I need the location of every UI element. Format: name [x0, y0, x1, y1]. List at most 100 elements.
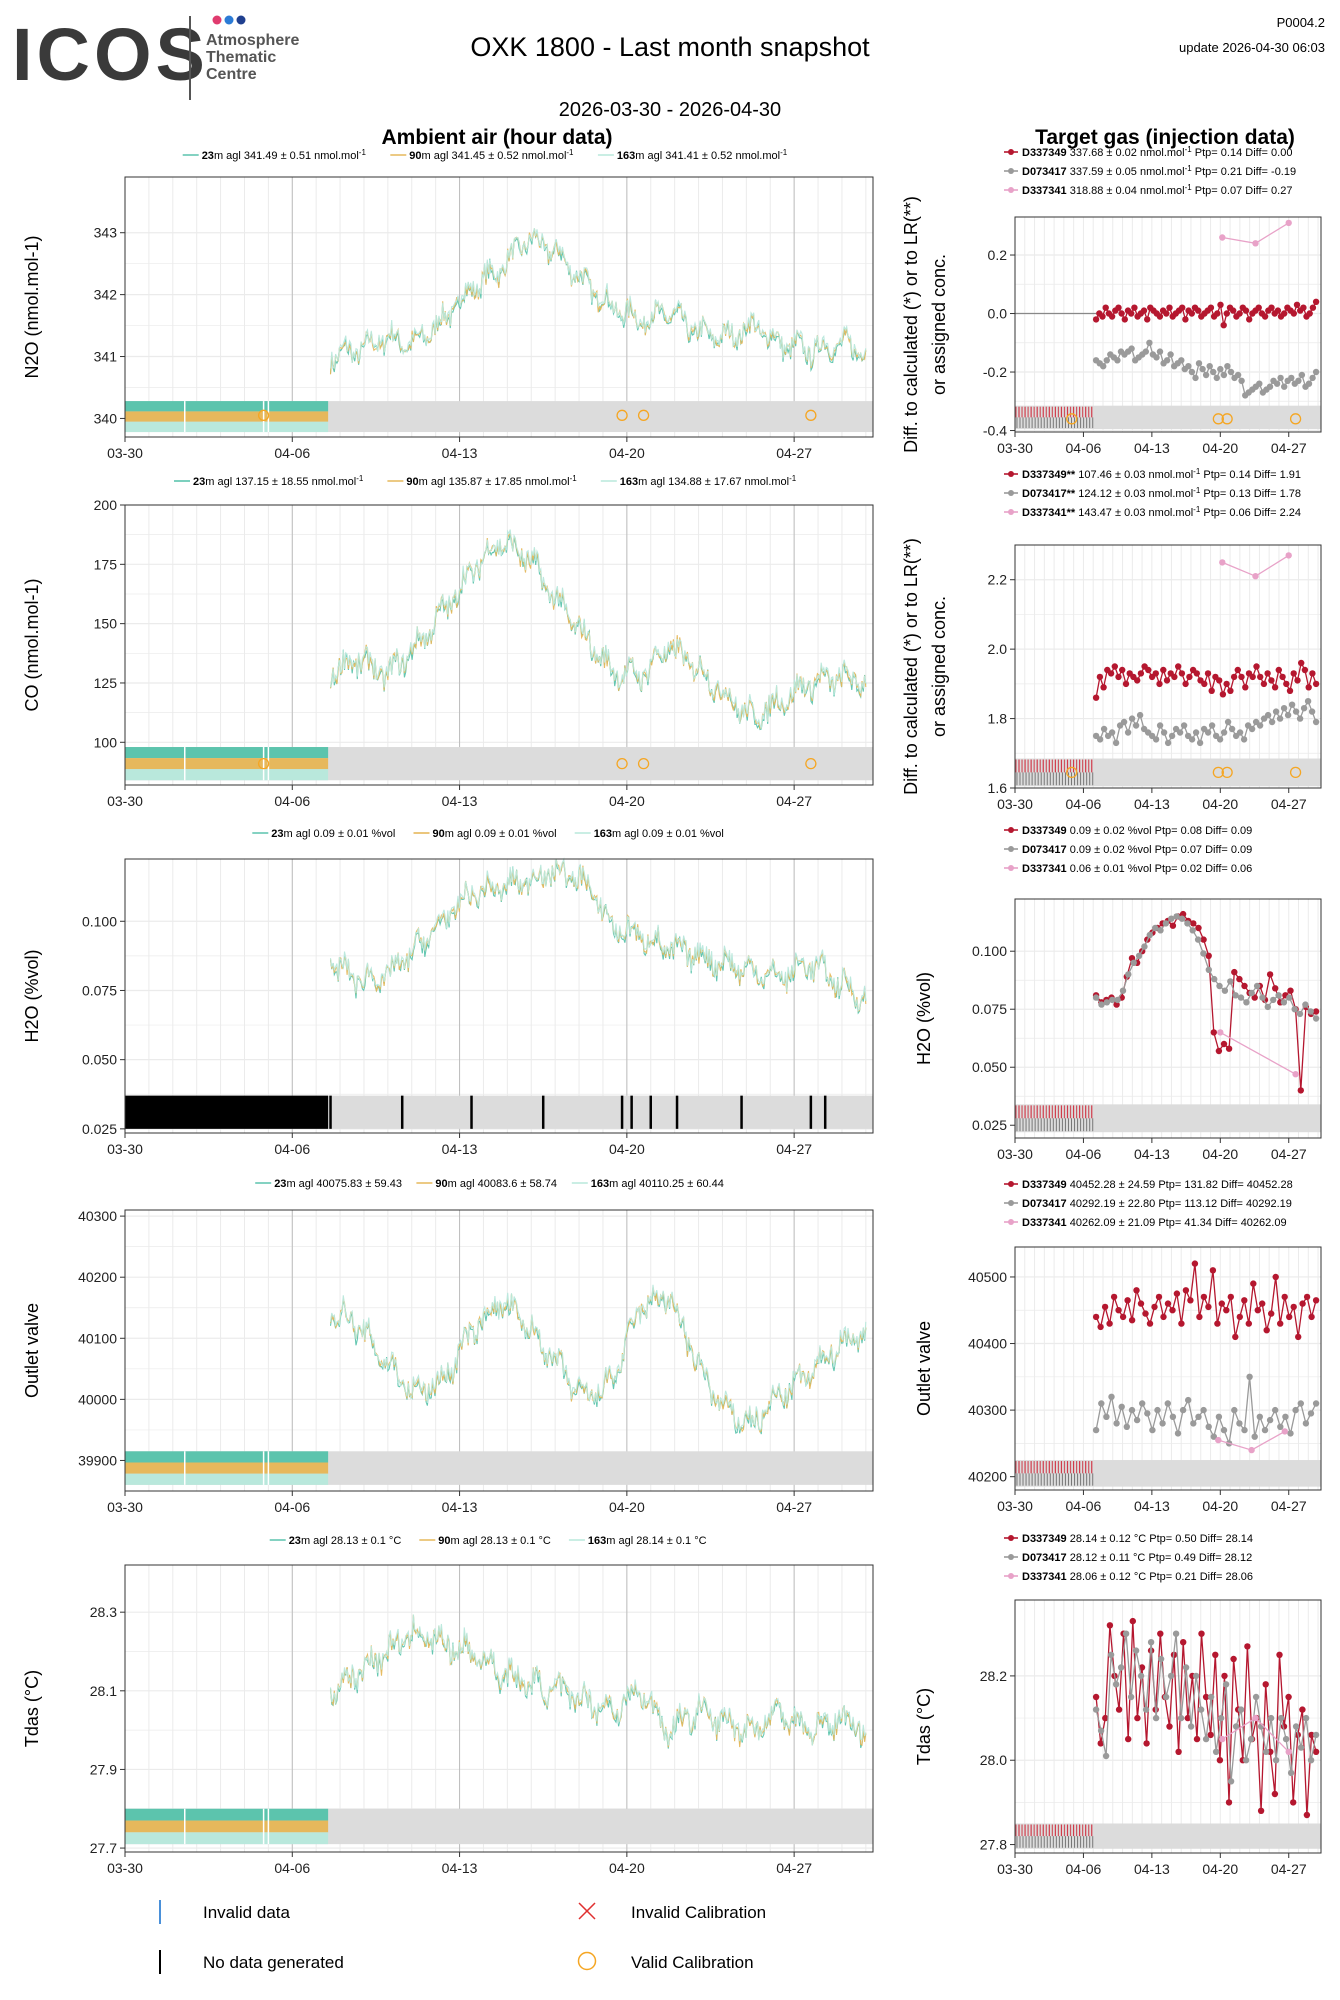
data-point-D073417 — [1169, 1413, 1177, 1421]
data-point-D337349 — [1219, 691, 1227, 698]
data-point-D073417 — [1304, 698, 1312, 705]
data-point-D073417 — [1282, 1413, 1289, 1421]
data-point-D073417 — [1220, 371, 1228, 379]
data-point-D337349 — [1216, 677, 1223, 684]
level-status-stripe — [125, 1451, 329, 1463]
data-point-D073417 — [1137, 1672, 1145, 1680]
x-tick-label: 04-13 — [1134, 1861, 1170, 1877]
y-axis-label: Diff. to calculated (*) or to LR(**) — [901, 196, 921, 453]
legend-entry: D073417 337.59 ± 0.05 nmol.mol-1 Ptp= 0.… — [1022, 164, 1296, 179]
data-point-D073417 — [1287, 1430, 1294, 1437]
data-point-D337349 — [1286, 1313, 1293, 1321]
legend-entry: D337341 0.06 ± 0.01 %vol Ptp= 0.02 Diff=… — [1022, 863, 1252, 875]
x-tick-label: 04-06 — [274, 1860, 310, 1876]
data-point-D073417 — [1302, 1714, 1310, 1722]
data-point-D073417 — [1108, 729, 1116, 736]
data-point-D337349 — [1293, 301, 1301, 308]
data-point-D337349 — [1164, 1300, 1172, 1307]
data-point-D337341 — [1281, 1428, 1289, 1435]
y-tick-label: 27.8 — [980, 1837, 1007, 1853]
data-point-D337341 — [1217, 1029, 1224, 1036]
data-point-D073417 — [1100, 725, 1108, 733]
valid-calibration-marker — [637, 757, 650, 770]
data-point-D073417 — [1215, 1413, 1223, 1421]
valid-calibration-marker — [1066, 413, 1078, 425]
legend-point — [1008, 1535, 1014, 1541]
x-tick-label: 04-13 — [442, 1499, 478, 1515]
data-point-D073417 — [1149, 1426, 1156, 1434]
data-point-D073417 — [1252, 1693, 1260, 1701]
level-status-stripe — [125, 1832, 329, 1845]
y-tick-label: 100 — [94, 734, 118, 750]
data-point-D073417 — [1243, 999, 1250, 1006]
data-point-D073417 — [1092, 994, 1100, 1001]
data-point-D337349 — [1275, 666, 1283, 674]
y-axis-label: Diff. to calculated (*) or to LR(**) — [901, 538, 921, 795]
data-point-D337349 — [1268, 1310, 1275, 1317]
data-point-D337349 — [1309, 670, 1316, 677]
data-point-D073417 — [1188, 368, 1196, 376]
y-axis-label: H2O (%vol) — [914, 972, 934, 1065]
data-point-D337349 — [1268, 304, 1275, 311]
data-point-D073417 — [1307, 1757, 1315, 1764]
level-status-stripe — [125, 1473, 329, 1485]
data-point-D337349 — [1290, 1799, 1297, 1806]
plot-frame — [124, 1564, 874, 1853]
x-tick-label: 04-27 — [1271, 1861, 1307, 1877]
data-point-D337349 — [1255, 304, 1262, 311]
data-point-D337349 — [1191, 1260, 1199, 1267]
data-point-D337349 — [1260, 680, 1268, 688]
data-point-D073417 — [1152, 924, 1159, 932]
data-point-D073417 — [1103, 999, 1111, 1006]
x-tick-label: 04-13 — [1134, 1498, 1170, 1514]
data-point-D073417 — [1272, 708, 1280, 715]
data-point-D073417 — [1268, 718, 1276, 726]
legend-point — [1008, 865, 1014, 871]
data-point-D073417 — [1248, 989, 1255, 997]
data-point-D337349 — [1160, 666, 1167, 674]
data-point-D337349 — [1264, 670, 1271, 677]
data-point-D073417 — [1196, 739, 1204, 747]
data-point-D337349 — [1097, 1323, 1104, 1331]
data-point-D073417 — [1119, 987, 1127, 994]
data-point-D073417 — [1246, 1373, 1253, 1381]
data-point-D073417 — [1241, 1426, 1248, 1434]
valid-calibration-marker — [257, 409, 270, 421]
data-point-D073417 — [1288, 701, 1296, 708]
x-tick-label: 04-06 — [274, 445, 310, 461]
x-tick-label: 04-06 — [274, 1141, 310, 1157]
data-point-D337349 — [1201, 680, 1208, 688]
logo-dot — [236, 15, 246, 25]
data-point-D337349 — [1178, 1320, 1185, 1327]
valid-calibration-marker — [1289, 766, 1302, 779]
data-point-D073417 — [1288, 374, 1295, 382]
valid-calibration-marker — [1212, 766, 1224, 779]
data-point-D337349 — [1190, 920, 1197, 927]
chart-co_right: 03-30 04-06 04-13 04-20 04-27 1.6 1.8 2.0 2.2 Dif… — [901, 467, 1322, 812]
status-band — [1015, 758, 1321, 787]
data-point-D073417 — [1156, 722, 1164, 729]
status-band — [1015, 1460, 1321, 1487]
data-point-D073417 — [1197, 1706, 1205, 1713]
data-point-D073417 — [1312, 718, 1320, 726]
level-status-stripe — [125, 758, 329, 770]
legend-entry: D337341 318.88 ± 0.04 nmol.mol-1 Ptp= 0.… — [1022, 183, 1292, 198]
legend-entry: 163m agl 0.09 ± 0.01 %vol — [594, 828, 724, 840]
y-tick-label: 40500 — [968, 1269, 1007, 1285]
data-point-D073417 — [1202, 1735, 1210, 1743]
data-point-D073417 — [1107, 1651, 1115, 1659]
legend: 23m agl 137.15 ± 18.55 nmol.mol-1 90m agl… — [174, 474, 797, 489]
legend-entry: 163m agl 134.88 ± 17.67 nmol.mol-1 — [620, 474, 797, 489]
data-point-D337341 — [1219, 1735, 1226, 1743]
data-point-D073417 — [1277, 1714, 1285, 1722]
data-point-D073417 — [1212, 1748, 1220, 1756]
data-point-D337349 — [1169, 1307, 1176, 1314]
data-point-D073417 — [1227, 1778, 1235, 1785]
y-tick-label: 28.2 — [980, 1668, 1007, 1684]
data-point-D073417 — [1127, 1693, 1135, 1701]
data-point-D337341 — [1285, 219, 1292, 227]
data-point-D337349 — [1281, 1293, 1288, 1301]
data-point-D337349 — [1106, 1622, 1114, 1629]
data-point-D337349 — [1092, 316, 1100, 323]
data-point-D073417 — [1189, 927, 1196, 934]
